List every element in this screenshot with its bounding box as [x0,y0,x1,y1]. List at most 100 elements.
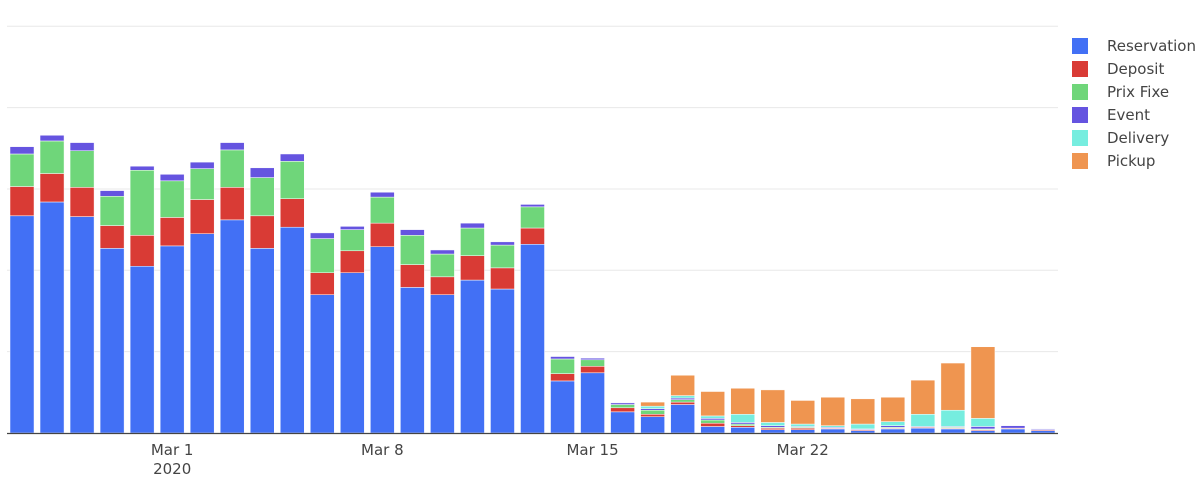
legend: Reservation Deposit Prix Fixe Event Delivery… [1072,34,1196,172]
bar-deposit-2020-03-08 [400,264,425,288]
bar-deposit-2020-02-24 [9,186,35,217]
bar-deposit-2020-03-05 [310,272,335,295]
bar-event-2020-03-28 [1000,425,1026,429]
bar-delivery-2020-03-24 [880,421,906,426]
bar-prix-fixe-2020-02-26 [69,150,95,188]
bar-prix-fixe-2020-03-01 [189,168,215,200]
bar-reservation-2020-03-27 [970,430,996,434]
bar-prix-fixe-2020-03-06 [340,229,365,252]
bar-reservation-2020-03-29 [1030,430,1056,434]
bar-pickup-2020-03-17 [670,374,695,396]
x-tick-label: Mar 22 [777,441,829,459]
bar-delivery-2020-03-19 [730,414,755,423]
bar-event-2020-03-01 [189,161,215,169]
bar-deposit-2020-02-26 [69,187,95,217]
bar-reservation-2020-03-19 [730,427,755,434]
legend-item-delivery[interactable]: Delivery [1072,126,1196,149]
legend-label: Pickup [1107,151,1156,170]
bar-prix-fixe-2020-03-05 [310,238,335,273]
bar-event-2020-03-09 [430,249,455,255]
legend-swatch [1072,106,1088,123]
bars-layer [9,135,1056,434]
bar-reservation-2020-03-18 [700,426,725,434]
bar-deposit-2020-03-18 [700,422,725,427]
legend-swatch [1072,129,1088,146]
bar-event-2020-03-14 [580,357,605,361]
bar-deposit-2020-03-13 [550,373,575,382]
bar-deposit-2020-02-28 [129,235,155,267]
bar-pickup-2020-03-27 [970,346,996,419]
bar-delivery-2020-03-18 [700,415,725,419]
bar-deposit-2020-03-04 [280,198,305,228]
bar-prix-fixe-2020-02-25 [39,140,65,174]
bar-prix-fixe-2020-03-08 [400,235,425,265]
bar-reservation-2020-03-25 [910,427,936,434]
x-tick-label: Mar 8 [361,441,404,459]
bar-prix-fixe-2020-02-24 [9,153,35,187]
legend-swatch [1072,83,1088,100]
bar-event-2020-03-07 [370,191,395,198]
bar-pickup-2020-03-16 [640,401,665,407]
bar-event-2020-03-10 [460,222,485,229]
bar-delivery-2020-03-23 [850,423,876,430]
bar-prix-fixe-2020-03-14 [580,359,605,367]
bar-reservation-2020-02-25 [39,201,65,434]
legend-label: Delivery [1107,128,1170,147]
bar-event-2020-03-27 [970,426,996,430]
bar-deposit-2020-03-14 [580,366,605,374]
bar-reservation-2020-03-13 [550,380,575,434]
bar-reservation-2020-03-20 [760,429,785,434]
bar-reservation-2020-03-28 [1000,428,1026,434]
bar-reservation-2020-03-26 [940,428,966,434]
bar-prix-fixe-2020-03-07 [370,196,395,224]
legend-swatch [1072,37,1088,54]
bar-event-2020-02-26 [69,142,95,151]
legend-item-event[interactable]: Event [1072,103,1196,126]
bar-prix-fixe-2020-03-02 [219,149,245,188]
bar-deposit-2020-03-06 [340,250,365,273]
bar-prix-fixe-2020-03-17 [670,399,695,403]
bar-prix-fixe-2020-03-15 [610,404,635,409]
bar-reservation-2020-03-08 [400,287,425,434]
legend-label: Event [1107,105,1150,124]
bar-prix-fixe-2020-02-28 [129,170,155,236]
x-tick-year-label: 2020 [153,460,191,478]
legend-item-reservation[interactable]: Reservation [1072,34,1196,57]
bar-event-2020-03-29 [1030,428,1056,430]
bar-reservation-2020-03-23 [850,430,876,434]
bar-reservation-2020-03-05 [310,294,335,434]
bar-reservation-2020-03-22 [820,428,846,434]
bar-event-2020-02-27 [99,190,125,197]
bar-pickup-2020-03-23 [850,398,876,425]
bar-reservation-2020-03-10 [460,279,485,434]
legend-label: Deposit [1107,59,1165,78]
bar-event-2020-03-02 [219,142,245,151]
bar-prix-fixe-2020-02-29 [159,180,185,218]
legend-item-deposit[interactable]: Deposit [1072,57,1196,80]
bar-prix-fixe-2020-03-16 [640,409,665,415]
bar-pickup-2020-03-22 [820,396,846,426]
bar-deposit-2020-03-10 [460,255,485,281]
bar-prix-fixe-2020-03-18 [700,419,725,424]
bar-reservation-2020-02-26 [69,216,95,434]
bar-event-2020-02-25 [39,135,65,142]
bar-event-2020-02-24 [9,146,35,155]
bar-event-2020-03-12 [520,204,545,208]
bar-prix-fixe-2020-03-09 [430,253,455,278]
bar-reservation-2020-03-03 [249,248,275,434]
bar-deposit-2020-03-16 [640,414,665,417]
x-tick-label: Mar 1 [151,441,194,459]
legend-item-prix-fixe[interactable]: Prix Fixe [1072,80,1196,103]
bar-deposit-2020-03-01 [189,199,215,234]
bar-event-2020-03-04 [280,153,305,162]
bar-reservation-2020-03-16 [640,416,665,434]
bar-reservation-2020-03-21 [790,429,816,434]
bar-event-2020-03-11 [490,241,515,246]
legend-item-pickup[interactable]: Pickup [1072,149,1196,172]
bar-pickup-2020-03-18 [700,391,725,417]
bar-reservation-2020-02-24 [9,215,35,434]
bar-prix-fixe-2020-03-10 [460,227,485,256]
bar-delivery-2020-03-26 [940,409,966,427]
bar-prix-fixe-2020-03-11 [490,244,515,269]
